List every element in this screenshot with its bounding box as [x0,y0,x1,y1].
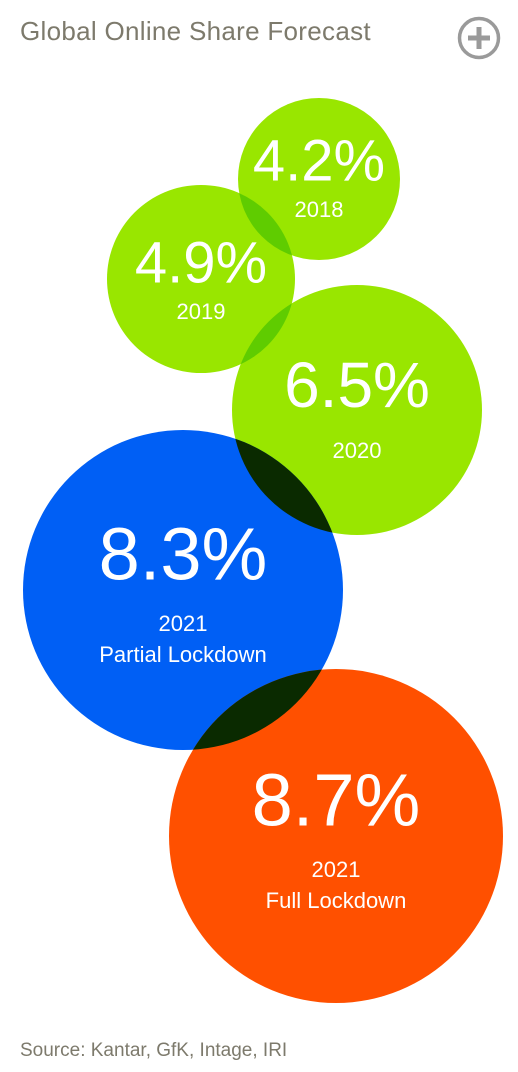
bubble-2019 [107,185,295,373]
bubble-value-label: 6.5% [284,349,430,421]
chart-title: Global Online Share Forecast [20,16,371,46]
bubble-2020 [232,285,482,535]
bubble-value-label: 4.2% [253,128,385,193]
bubble-year-label: 2021 [159,611,208,636]
bubble-value-label: 4.9% [135,230,267,295]
bubble-scenario-label: Full Lockdown [266,888,407,913]
bubble-2018 [238,98,400,260]
bubble-value-label: 8.3% [99,513,268,596]
bubble-year-label: 2018 [295,197,344,222]
plus-circle-icon[interactable] [457,16,501,60]
bubble-2021-full-lockdown [169,669,503,1003]
bubble-scenario-label: Partial Lockdown [99,642,267,667]
bubble-year-label: 2020 [333,438,382,463]
source-note: Source: Kantar, GfK, Intage, IRI [20,1040,288,1061]
bubble-year-label: 2021 [312,857,361,882]
bubble-value-label: 8.7% [252,759,421,842]
bubble-year-label: 2019 [177,299,226,324]
bubble-2021-partial-lockdown [23,430,343,750]
